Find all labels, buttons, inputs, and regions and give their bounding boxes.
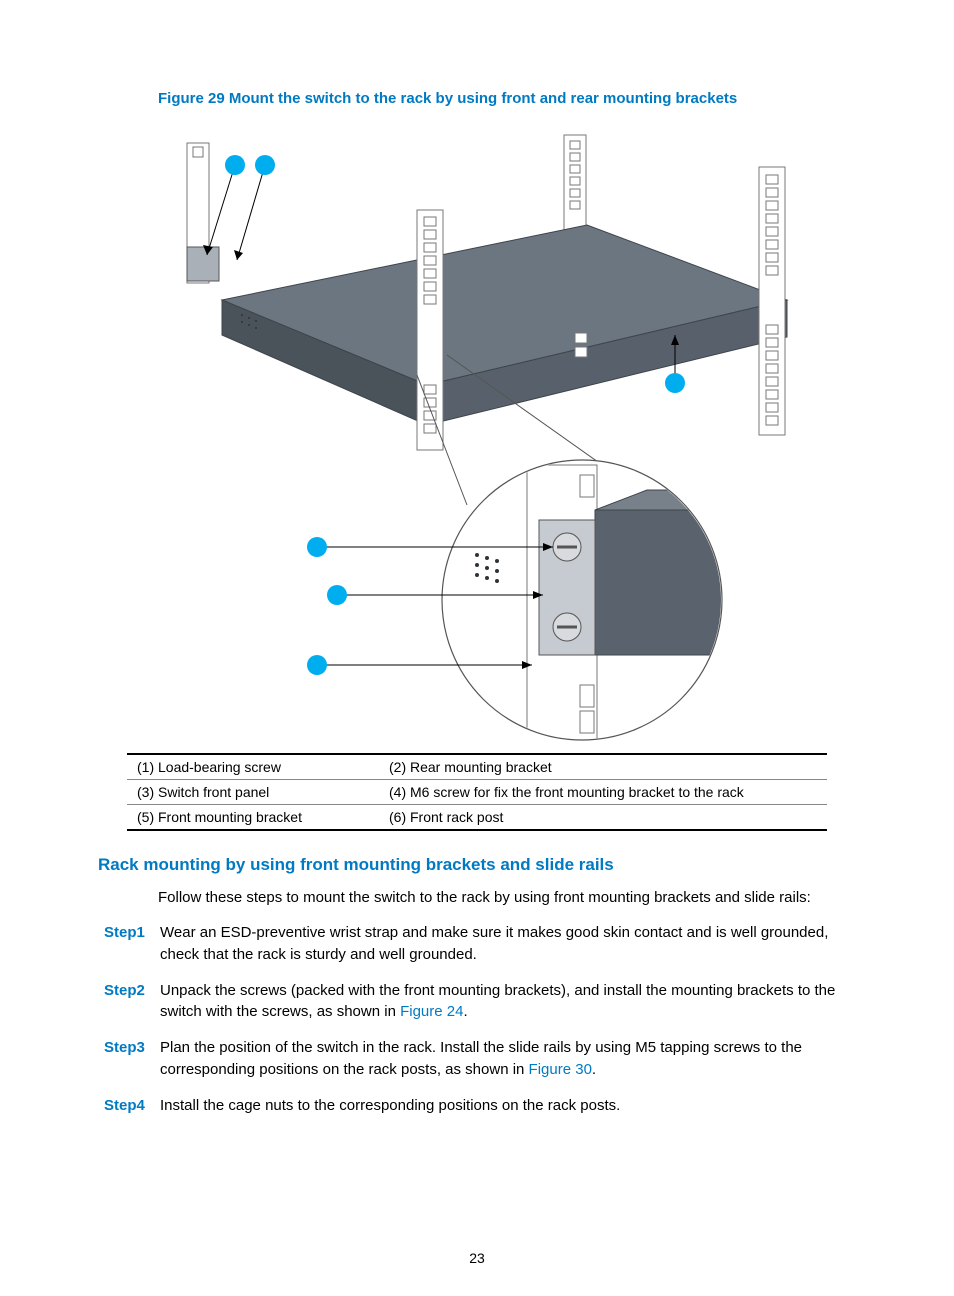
- legend-cell: (5) Front mounting bracket: [127, 805, 379, 831]
- detail-view-icon: [442, 460, 827, 745]
- page: Figure 29 Mount the switch to the rack b…: [0, 0, 954, 1296]
- legend-cell: (6) Front rack post: [379, 805, 827, 831]
- legend-cell: (1) Load-bearing screw: [127, 754, 379, 780]
- step-text: .: [463, 1003, 467, 1020]
- figure-caption: Figure 29 Mount the switch to the rack b…: [158, 90, 856, 107]
- section-intro: Follow these steps to mount the switch t…: [158, 889, 856, 906]
- front-right-post-icon: [759, 167, 785, 435]
- page-number: 23: [0, 1250, 954, 1266]
- step-text: .: [592, 1061, 596, 1078]
- step-body: Install the cage nuts to the correspondi…: [160, 1095, 856, 1117]
- section-heading: Rack mounting by using front mounting br…: [98, 855, 856, 875]
- step-text: Wear an ESD-preventive wrist strap and m…: [160, 924, 828, 963]
- legend-cell: (4) M6 screw for fix the front mounting …: [379, 780, 827, 805]
- step-label: Step1: [104, 922, 160, 966]
- step-label: Step4: [104, 1095, 160, 1117]
- step-body: Unpack the screws (packed with the front…: [160, 980, 856, 1024]
- step-label: Step3: [104, 1037, 160, 1081]
- figure-title: Mount the switch to the rack by using fr…: [229, 90, 737, 107]
- legend-cell: (2) Rear mounting bracket: [379, 754, 827, 780]
- legend-table: (1) Load-bearing screw (2) Rear mounting…: [127, 753, 827, 831]
- step-4: Step4 Install the cage nuts to the corre…: [98, 1095, 856, 1117]
- table-row: (3) Switch front panel (4) M6 screw for …: [127, 780, 827, 805]
- step-body: Plan the position of the switch in the r…: [160, 1037, 856, 1081]
- step-2: Step2 Unpack the screws (packed with the…: [98, 980, 856, 1024]
- legend-cell: (3) Switch front panel: [127, 780, 379, 805]
- step-text: Unpack the screws (packed with the front…: [160, 982, 835, 1021]
- step-text: Plan the position of the switch in the r…: [160, 1039, 802, 1078]
- table-row: (5) Front mounting bracket (6) Front rac…: [127, 805, 827, 831]
- step-label: Step2: [104, 980, 160, 1024]
- table-row: (1) Load-bearing screw (2) Rear mounting…: [127, 754, 827, 780]
- rear-left-post-icon: [187, 143, 219, 283]
- step-3: Step3 Plan the position of the switch in…: [98, 1037, 856, 1081]
- figure-link[interactable]: Figure 24: [400, 1003, 463, 1020]
- figure-label: Figure 29: [158, 90, 225, 107]
- switch-body-icon: [222, 225, 787, 425]
- figure-link[interactable]: Figure 30: [529, 1061, 592, 1078]
- step-1: Step1 Wear an ESD-preventive wrist strap…: [98, 922, 856, 966]
- step-text: Install the cage nuts to the correspondi…: [160, 1097, 620, 1114]
- figure-diagram: [127, 125, 827, 745]
- step-body: Wear an ESD-preventive wrist strap and m…: [160, 922, 856, 966]
